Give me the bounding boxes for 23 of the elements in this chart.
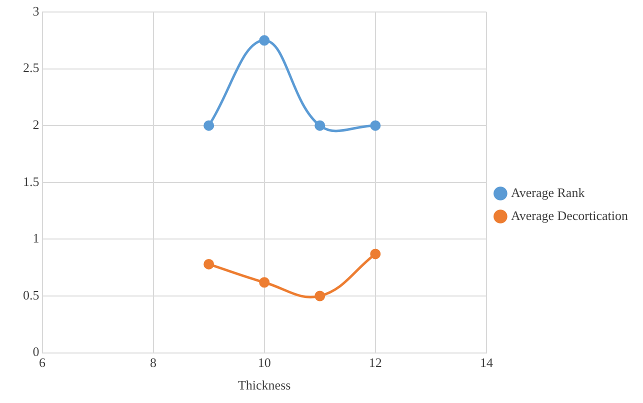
- x-tick-label: 8: [150, 355, 157, 370]
- y-tick-label: 3: [32, 3, 40, 18]
- y-tick-label: 0.5: [23, 287, 40, 302]
- x-tick-label: 14: [480, 355, 494, 370]
- legend-label: Average Decortication: [510, 208, 628, 223]
- point: [370, 248, 381, 260]
- point: [259, 35, 270, 46]
- point: [314, 290, 326, 302]
- legend-label: Average Rank: [510, 184, 586, 200]
- x-tick-label: 12: [368, 355, 382, 370]
- x-tick-label: 6: [39, 355, 46, 370]
- point: [370, 120, 381, 131]
- y-tick-label: 1.5: [23, 174, 40, 189]
- y-tick-label: 1: [32, 230, 40, 246]
- y-tick-label: 2.5: [23, 60, 40, 76]
- x-axis-title: Thickness: [238, 378, 291, 393]
- point: [314, 120, 326, 131]
- point: [204, 258, 214, 270]
- y-tick-label: 0: [32, 344, 40, 360]
- y-tick-label: 2: [32, 117, 40, 132]
- point: [204, 120, 214, 131]
- point: [259, 277, 270, 288]
- x-tick-label: 10: [258, 355, 271, 370]
